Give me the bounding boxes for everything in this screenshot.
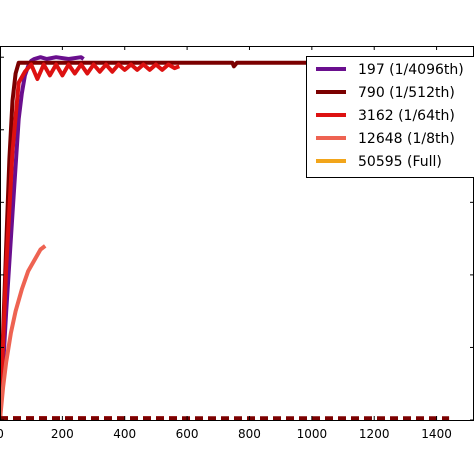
legend-label: 50595 (Full) [358,154,442,170]
x-tick-label: 1000 [297,427,328,441]
x-tick-label: 1400 [421,427,452,441]
legend-label: 3162 (1/64th) [358,108,455,124]
x-tick-label: 200 [51,427,74,441]
x-tick-label: 400 [113,427,136,441]
x-tick-label: 1200 [359,427,390,441]
legend-label: 12648 (1/8th) [358,131,455,147]
series-line-4 [0,244,47,420]
legend: 197 (1/4096th) 790 (1/512th) 3162 (1/64th)… [306,56,474,178]
x-tick-label: 600 [176,427,199,441]
legend-label: 790 (1/512th) [358,85,455,101]
legend-label: 197 (1/4096th) [358,62,464,78]
series-line-3 [0,62,181,420]
x-tick-label: 0 [0,427,4,441]
x-axis-ticks: 0 200 400 600 800 1000 1200 1400 [0,46,452,441]
x-tick-label: 800 [238,427,261,441]
